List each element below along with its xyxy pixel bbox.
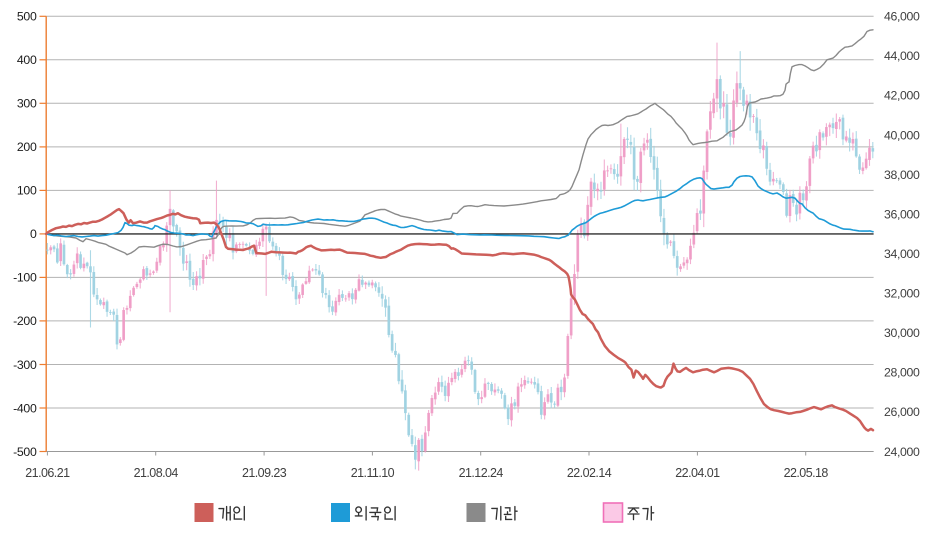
svg-text:21.12.24: 21.12.24 (459, 466, 504, 480)
svg-text:0: 0 (30, 227, 37, 241)
svg-text:21.09.23: 21.09.23 (242, 466, 287, 480)
svg-text:36,000: 36,000 (884, 207, 920, 221)
svg-text:32,000: 32,000 (884, 287, 920, 301)
svg-text:44,000: 44,000 (884, 49, 920, 63)
svg-text:-400: -400 (13, 401, 37, 415)
svg-text:21.11.10: 21.11.10 (351, 466, 395, 480)
svg-text:21.06.21: 21.06.21 (25, 466, 70, 480)
svg-text:22.04.01: 22.04.01 (675, 466, 720, 480)
svg-text:200: 200 (17, 140, 37, 154)
svg-text:42,000: 42,000 (884, 89, 920, 103)
svg-text:300: 300 (17, 97, 37, 111)
svg-text:30,000: 30,000 (884, 326, 920, 340)
svg-text:34,000: 34,000 (884, 247, 920, 261)
svg-text:-500: -500 (13, 445, 37, 459)
svg-text:-300: -300 (13, 358, 37, 372)
svg-text:28,000: 28,000 (884, 366, 920, 380)
svg-text:24,000: 24,000 (884, 445, 920, 459)
svg-text:46,000: 46,000 (884, 10, 920, 24)
svg-text:400: 400 (17, 53, 37, 67)
svg-text:22.02.14: 22.02.14 (567, 466, 612, 480)
svg-text:500: 500 (17, 10, 37, 24)
svg-text:38,000: 38,000 (884, 168, 920, 182)
svg-text:-100: -100 (13, 271, 37, 285)
svg-text:26,000: 26,000 (884, 405, 920, 419)
svg-text:21.08.04: 21.08.04 (134, 466, 179, 480)
svg-text:-200: -200 (13, 314, 37, 328)
svg-text:40,000: 40,000 (884, 128, 920, 142)
svg-text:100: 100 (17, 184, 37, 198)
svg-text:22.05.18: 22.05.18 (784, 466, 829, 480)
